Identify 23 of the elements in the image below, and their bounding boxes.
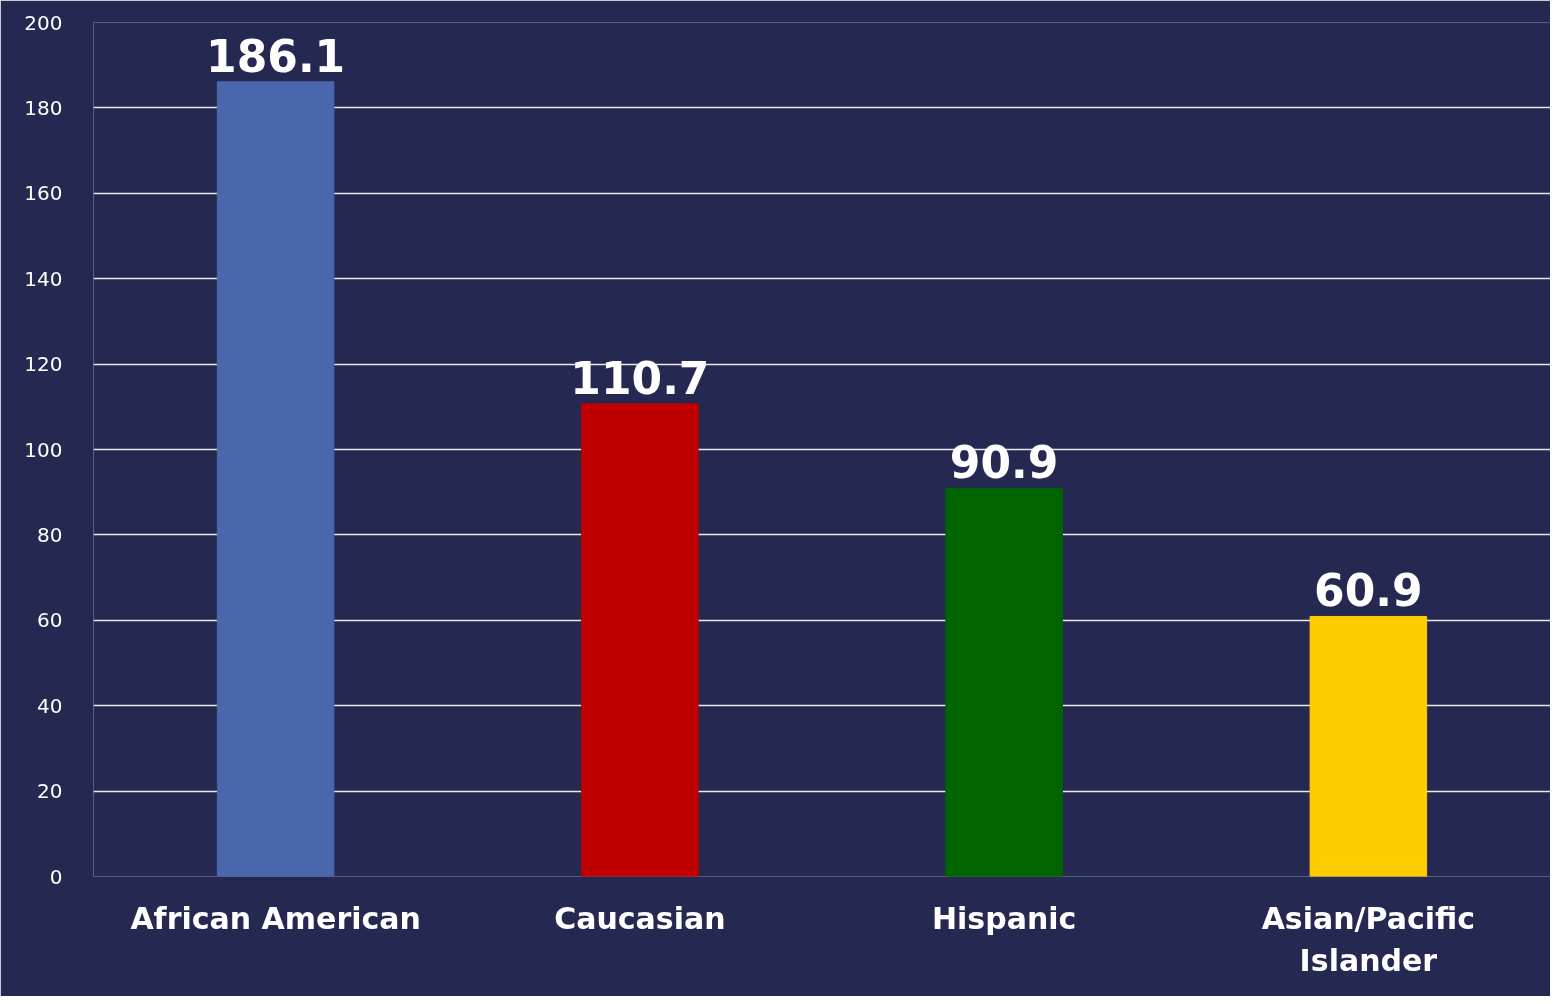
- y-tick-label: 160: [24, 181, 63, 206]
- y-tick-label: 60: [37, 608, 63, 633]
- y-tick-label: 0: [49, 864, 63, 889]
- bar: [216, 81, 335, 877]
- bar: [945, 487, 1063, 877]
- y-tick-label: 180: [24, 95, 63, 120]
- data-label: 90.9: [949, 437, 1059, 489]
- x-tick-label: Asian/Pacific Islander: [1261, 900, 1476, 978]
- data-label: 60.9: [1314, 565, 1423, 617]
- y-tick-label: 100: [24, 437, 63, 462]
- y-tick-label: 140: [24, 266, 63, 291]
- data-label: 186.1: [206, 30, 346, 82]
- x-tick-label: African American: [130, 900, 421, 936]
- bar: [581, 403, 699, 877]
- y-tick-label: 120: [24, 352, 63, 377]
- y-tick-label: 20: [37, 779, 63, 804]
- x-tick-label: Hispanic: [931, 900, 1077, 936]
- y-tick-label: 80: [37, 522, 63, 547]
- x-tick-label: Caucasian: [554, 900, 726, 936]
- data-label: 110.7: [570, 352, 710, 404]
- y-tick-label: 40: [37, 693, 63, 718]
- y-tick-label: 200: [24, 10, 63, 35]
- bar: [1309, 615, 1428, 877]
